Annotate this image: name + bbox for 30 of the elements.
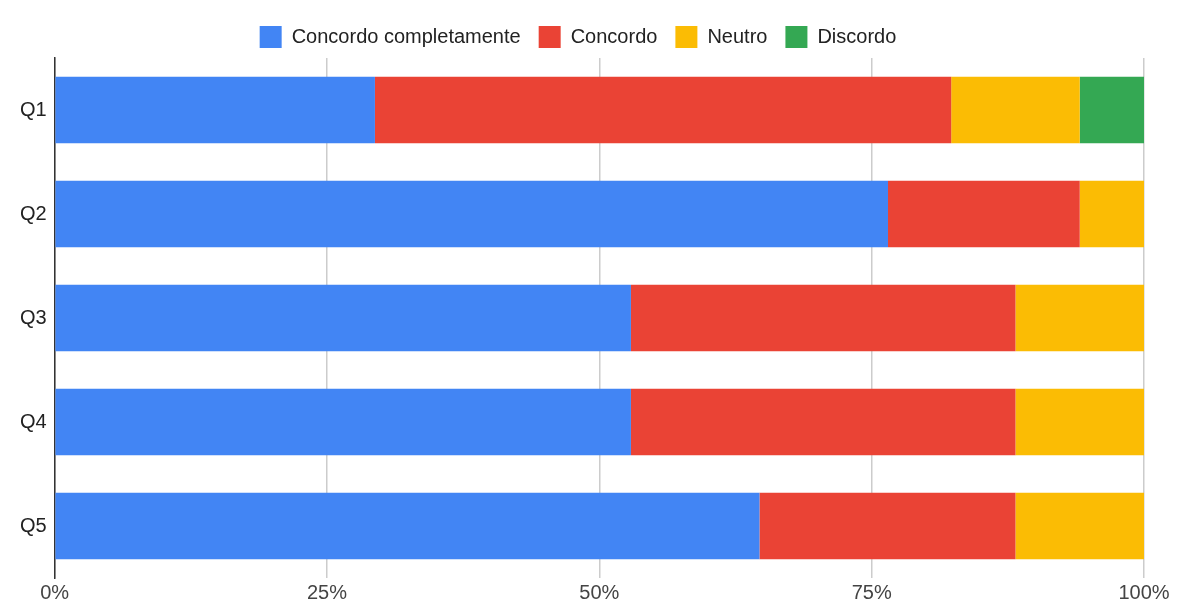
bar — [1015, 492, 1144, 560]
bar — [1079, 180, 1144, 248]
bar — [1015, 284, 1144, 352]
x-tick-label: 50% — [579, 580, 620, 603]
bar — [55, 76, 375, 144]
y-tick-label: Q1 — [19, 97, 47, 120]
legend-label: Concordo completamente — [291, 24, 521, 47]
legend-label: Neutro — [707, 24, 768, 47]
bar — [55, 388, 631, 456]
legend-label: Concordo — [570, 24, 658, 47]
x-tick-label: 0% — [40, 580, 70, 603]
y-tick-label: Q4 — [19, 409, 47, 432]
bar — [630, 388, 1016, 456]
bar — [1079, 76, 1144, 144]
bar — [55, 284, 631, 352]
bar — [55, 180, 889, 248]
bar — [374, 76, 952, 144]
x-tick-label: 25% — [306, 580, 348, 603]
bar — [55, 492, 760, 560]
y-tick-label: Q3 — [19, 305, 47, 328]
bar — [759, 492, 1016, 560]
x-tick-label: 100% — [1118, 580, 1170, 603]
y-tick-label: Q5 — [19, 513, 47, 536]
x-tick-label: 75% — [851, 580, 892, 603]
legend-label: Discordo — [817, 24, 897, 47]
bar — [1015, 388, 1144, 456]
bar — [951, 76, 1080, 144]
bar — [630, 284, 1016, 352]
y-tick-label: Q2 — [19, 201, 47, 224]
bar — [888, 180, 1080, 248]
